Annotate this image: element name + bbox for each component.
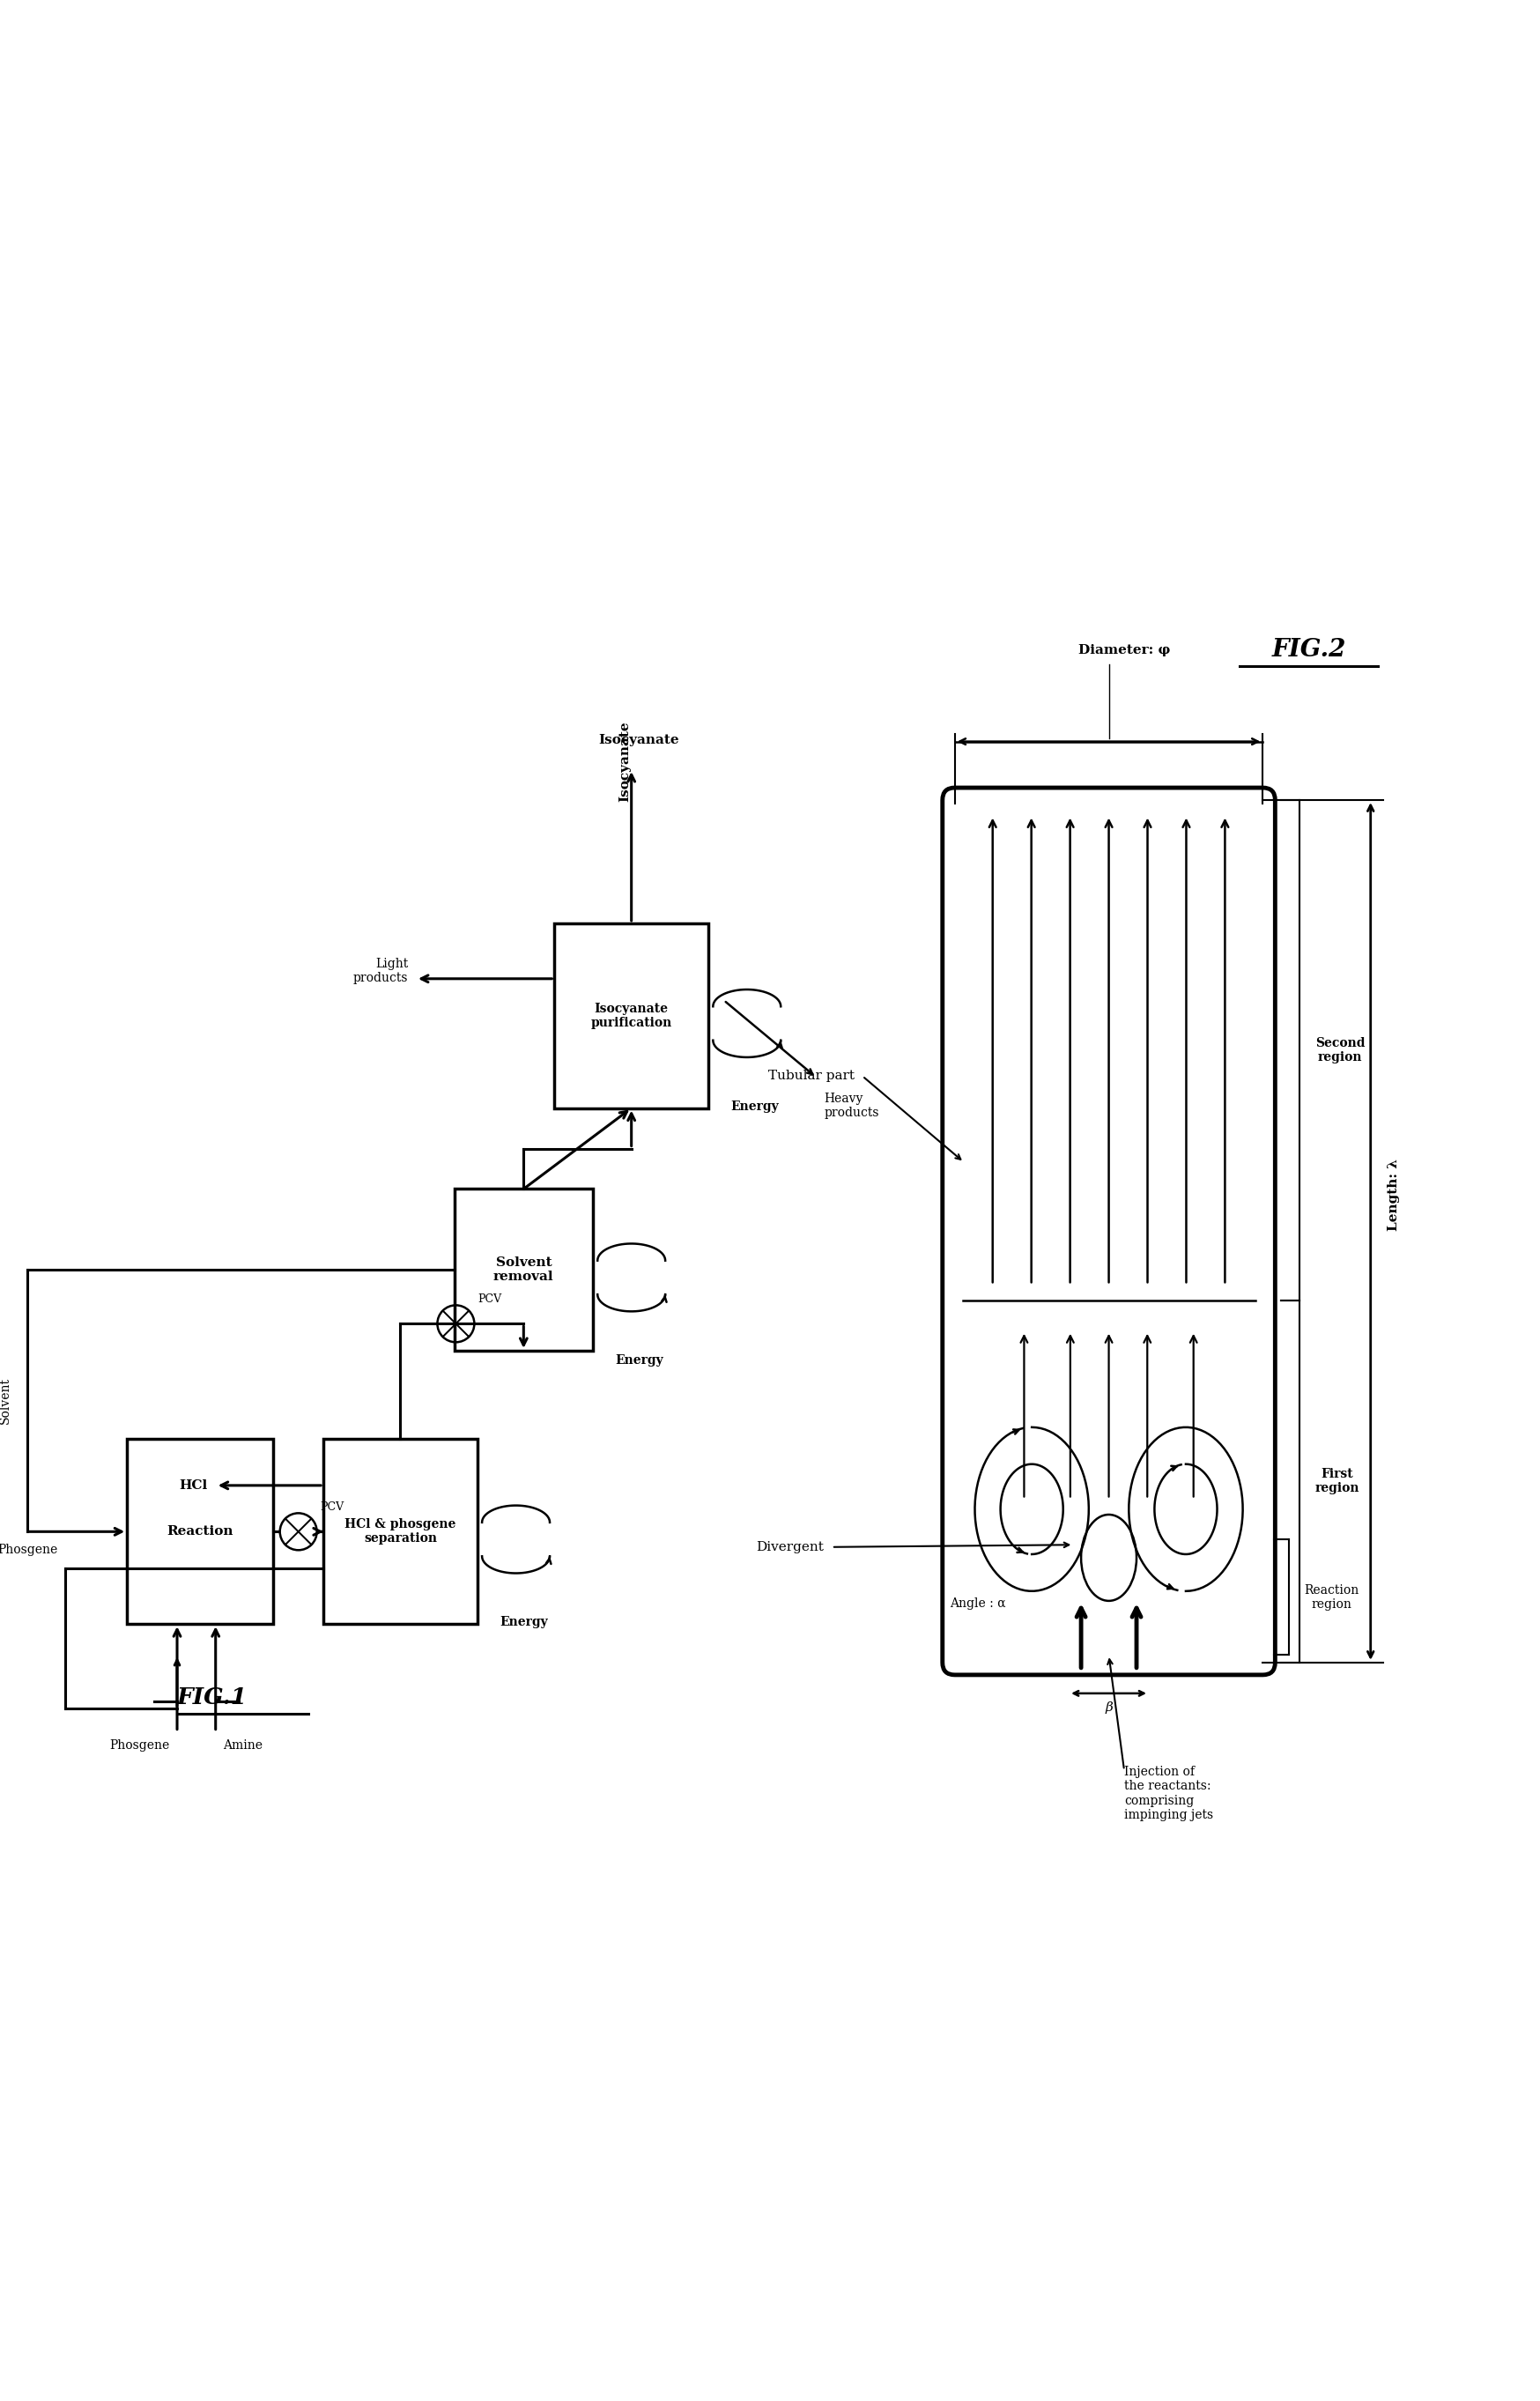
FancyBboxPatch shape [554,924,708,1109]
Text: Length: λ: Length: λ [1388,1160,1400,1232]
Text: Isocyanate: Isocyanate [599,735,679,747]
Text: Light
products: Light products [353,958,408,984]
Text: FIG.1: FIG.1 [177,1688,248,1710]
FancyBboxPatch shape [323,1438,477,1623]
Text: Phosgene: Phosgene [0,1544,59,1556]
Text: HCl & phosgene
separation: HCl & phosgene separation [345,1517,456,1544]
FancyBboxPatch shape [454,1188,593,1352]
Text: Amine: Amine [223,1741,263,1753]
Text: Diameter: φ: Diameter: φ [1078,643,1170,658]
Text: Solvent: Solvent [0,1378,12,1424]
Text: Energy: Energy [614,1354,664,1366]
Ellipse shape [1081,1515,1137,1601]
FancyBboxPatch shape [126,1438,274,1623]
Text: Isocyanate
purification: Isocyanate purification [591,1001,671,1030]
Text: Divergent: Divergent [756,1541,824,1553]
Text: FIG.2: FIG.2 [1272,639,1346,660]
Text: PCV: PCV [320,1501,343,1513]
Text: Heavy
products: Heavy products [824,1092,879,1119]
Text: Reaction
region: Reaction region [1304,1585,1360,1611]
Text: Tubular part: Tubular part [768,1071,855,1083]
Text: Isocyanate: Isocyanate [619,720,631,802]
Text: Second
region: Second region [1315,1037,1364,1064]
Text: Energy: Energy [499,1616,548,1628]
Text: Angle : α: Angle : α [950,1597,1006,1611]
Text: Injection of
the reactants:
comprising
impinging jets: Injection of the reactants: comprising i… [1124,1765,1214,1820]
FancyBboxPatch shape [942,788,1275,1676]
Text: PCV: PCV [477,1294,502,1306]
Text: β: β [1104,1700,1113,1714]
Text: Energy: Energy [730,1100,779,1112]
Text: Solvent
removal: Solvent removal [493,1256,554,1282]
Text: First
region: First region [1315,1467,1360,1496]
Text: HCl: HCl [180,1479,208,1491]
Text: Phosgene: Phosgene [109,1741,169,1753]
Text: Reaction: Reaction [166,1525,234,1537]
